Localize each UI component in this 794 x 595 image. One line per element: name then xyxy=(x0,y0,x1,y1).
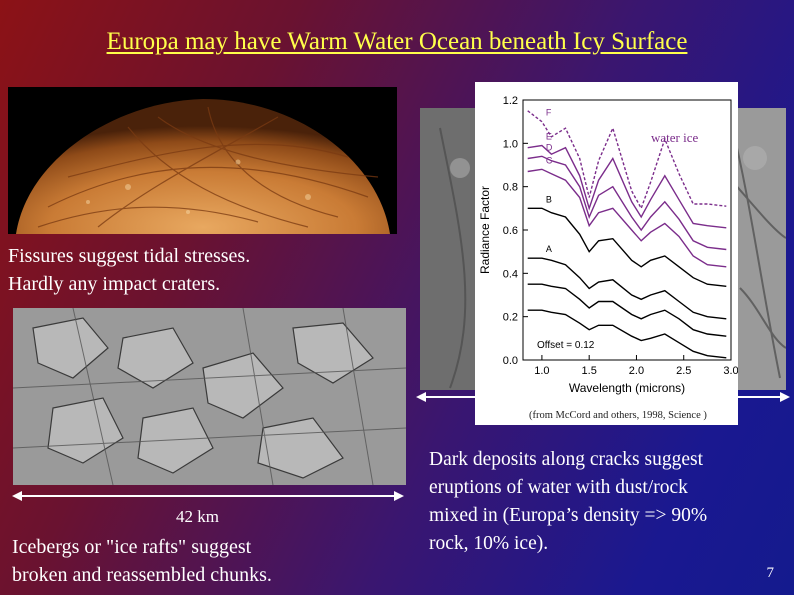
dark-deposits-line-2: eruptions of water with dust/rock xyxy=(429,477,688,498)
y-tick-label: 0.0 xyxy=(503,355,518,367)
icebergs-caption-line-2: broken and reassembled chunks. xyxy=(12,564,272,586)
icebergs-caption: Icebergs or "ice rafts" suggest broken a… xyxy=(12,533,272,589)
series-line-a xyxy=(527,257,727,320)
series-label: D xyxy=(546,142,553,152)
series-line-e xyxy=(527,144,727,229)
series-line xyxy=(527,309,727,359)
series-line-d xyxy=(527,155,727,251)
chart-source-note: (from McCord and others, 1998, Science ) xyxy=(529,410,707,421)
y-tick-label: 1.0 xyxy=(503,138,518,150)
spectrum-chart: 0.0 0.2 0.4 0.6 0.8 1.0 1.2 1.0 1.5 2.0 2.5 3.0 Wav… xyxy=(475,82,738,425)
x-tick-label: 2.0 xyxy=(629,365,644,377)
x-tick-label: 1.0 xyxy=(534,365,549,377)
dark-deposits-line-3: mixed in (Europa’s density => 90% xyxy=(429,505,708,526)
y-tick-label: 0.2 xyxy=(503,312,518,324)
series-label: A xyxy=(546,244,552,254)
x-axis-label: Wavelength (microns) xyxy=(569,381,685,395)
slide-title: Europa may have Warm Water Ocean beneath… xyxy=(106,28,688,55)
series-label: C xyxy=(546,155,553,165)
series-label: E xyxy=(546,132,552,142)
x-tick-label: 3.0 xyxy=(723,365,738,377)
y-tick-label: 1.2 xyxy=(503,95,518,107)
x-tick-label: 1.5 xyxy=(582,365,597,377)
icebergs-caption-line-1: Icebergs or "ice rafts" suggest xyxy=(12,536,252,558)
dark-deposits-line-1: Dark deposits along cracks suggest xyxy=(429,449,704,470)
y-axis-label: Radiance Factor xyxy=(478,186,492,274)
series-line xyxy=(527,283,727,337)
fissures-caption-line-1: Fissures suggest tidal stresses. xyxy=(8,245,251,267)
y-tick-label: 0.6 xyxy=(503,225,518,237)
annotation-offset: Offset = 0.12 xyxy=(537,340,595,351)
annotation-water-ice: water ice xyxy=(651,130,699,145)
fissures-caption: Fissures suggest tidal stresses. Hardly … xyxy=(8,242,250,298)
series-line-c xyxy=(527,168,727,268)
scale-bar xyxy=(12,491,404,501)
series-line-f xyxy=(527,110,727,210)
scale-label: 42 km xyxy=(176,507,219,526)
y-tick-label: 0.4 xyxy=(503,268,518,280)
dark-deposits-line-4: rock, 10% ice). xyxy=(429,533,549,554)
y-tick-label: 0.8 xyxy=(503,182,518,194)
europa-globe-image xyxy=(8,87,397,234)
series-label: F xyxy=(546,108,552,118)
dark-deposits-caption: Dark deposits along cracks suggest erupt… xyxy=(429,446,707,558)
ice-rafts-image xyxy=(13,308,406,485)
series-line-b xyxy=(527,207,727,287)
x-tick-label: 2.5 xyxy=(676,365,691,377)
page-number: 7 xyxy=(766,565,775,581)
fissures-caption-line-2: Hardly any impact craters. xyxy=(8,273,221,295)
series-label: B xyxy=(546,194,552,204)
